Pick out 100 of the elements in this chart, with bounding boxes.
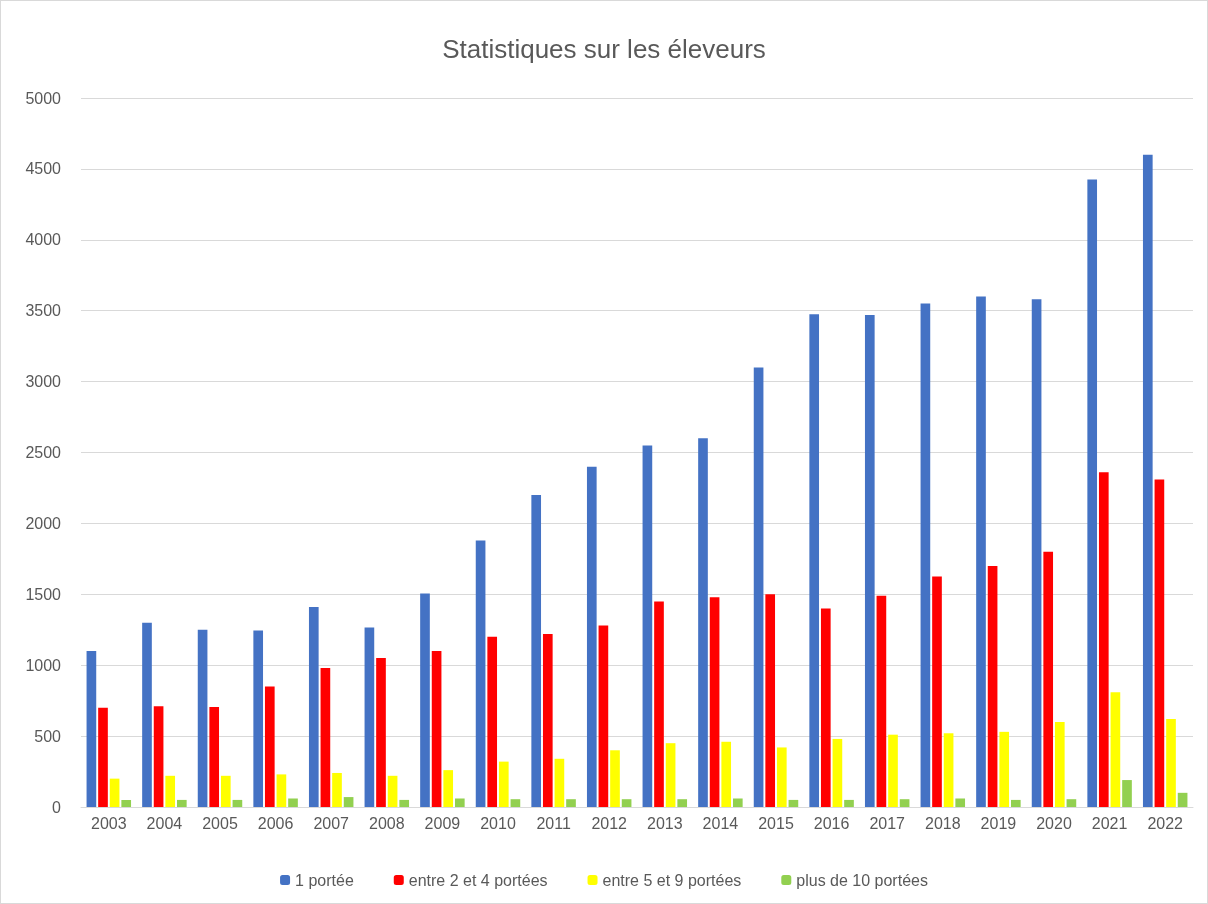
x-tick-label: 2007	[313, 814, 350, 832]
bar	[1122, 780, 1132, 807]
bar	[531, 495, 542, 807]
bar	[420, 593, 430, 807]
bar	[698, 438, 708, 807]
y-tick-label: 5000	[25, 89, 62, 107]
bar	[220, 775, 231, 807]
legend-label: entre 2 et 4 portées	[408, 871, 548, 889]
bar	[176, 799, 187, 807]
bar	[443, 770, 454, 807]
y-tick-label: 500	[34, 727, 62, 745]
bar	[288, 798, 298, 807]
bar	[308, 607, 319, 807]
bar	[709, 597, 720, 807]
bar	[454, 798, 465, 807]
x-tick-label: 2019	[980, 814, 1017, 832]
bar	[586, 466, 597, 807]
x-tick-label: 2008	[369, 814, 405, 832]
x-tick-label: 2012	[591, 814, 628, 832]
y-tick-label: 4000	[25, 231, 62, 249]
x-tick-label: 2006	[257, 814, 294, 832]
bar	[1177, 792, 1188, 807]
bar	[475, 540, 486, 807]
bar	[1098, 472, 1109, 807]
x-tick-label: 2009	[424, 814, 461, 832]
x-tick-label: 2010	[480, 814, 516, 832]
bar	[987, 565, 998, 807]
bar	[209, 707, 220, 807]
bar	[542, 634, 553, 807]
bar	[121, 799, 132, 807]
bar	[1066, 799, 1077, 807]
bar	[364, 627, 375, 807]
bar	[721, 741, 732, 807]
chart-title: Statistiques sur les éleveurs	[442, 34, 766, 64]
bar	[142, 622, 152, 807]
bar	[598, 625, 609, 807]
bar	[610, 750, 620, 807]
bar	[320, 668, 331, 807]
bar	[753, 367, 764, 807]
legend-label: entre 5 et 9 portées	[602, 871, 742, 889]
bar	[387, 775, 398, 807]
bar	[999, 731, 1010, 807]
bar	[276, 774, 287, 807]
bar	[621, 799, 632, 807]
bar	[976, 296, 986, 807]
bar	[1154, 479, 1165, 807]
bar	[197, 629, 208, 807]
y-tick-label: 2500	[25, 444, 62, 461]
x-tick-label: 2015	[758, 814, 794, 832]
bar	[920, 303, 931, 807]
bar	[1110, 692, 1121, 807]
bar	[1087, 179, 1098, 807]
y-tick-label: 4500	[25, 160, 62, 178]
bar	[832, 738, 843, 807]
bar	[732, 798, 743, 807]
bar	[554, 758, 565, 807]
bar	[642, 445, 653, 807]
bar	[1043, 551, 1054, 807]
bar	[820, 608, 831, 807]
x-tick-label: 2021	[1091, 814, 1128, 832]
bar	[899, 799, 910, 807]
bar	[487, 636, 498, 807]
bar	[876, 595, 887, 807]
bar	[1031, 299, 1042, 807]
bar	[765, 594, 776, 807]
bar	[498, 761, 509, 807]
legend-label: plus de 10 portées	[796, 871, 928, 889]
y-tick-label: 3500	[25, 302, 62, 320]
x-tick-label: 2020	[1036, 814, 1072, 832]
bar	[864, 314, 875, 807]
x-tick-label: 2018	[925, 814, 961, 832]
bar	[376, 658, 386, 807]
bar	[264, 686, 275, 807]
legend-label: 1 portée	[295, 871, 354, 889]
bar	[109, 778, 120, 807]
bar	[809, 314, 820, 807]
bar	[665, 743, 676, 807]
x-tick-label: 2016	[813, 814, 850, 832]
bar	[86, 651, 97, 807]
bar	[844, 799, 854, 807]
y-tick-label: 3000	[25, 373, 62, 391]
bar	[776, 747, 787, 807]
y-tick-label: 1500	[25, 585, 62, 603]
bar	[253, 630, 264, 807]
y-tick-label: 2000	[25, 514, 62, 532]
bar	[566, 799, 576, 807]
x-tick-label: 2005	[202, 814, 238, 832]
bar	[654, 601, 664, 807]
bar	[332, 772, 342, 807]
x-tick-label: 2022	[1147, 814, 1184, 832]
bar	[943, 733, 954, 807]
x-tick-label: 2017	[869, 814, 906, 832]
bar	[510, 799, 521, 807]
bar	[1166, 719, 1176, 807]
bar	[1142, 154, 1153, 807]
bar	[343, 797, 354, 807]
bar	[955, 798, 966, 807]
bar	[677, 799, 688, 807]
bar	[431, 651, 442, 807]
bar	[932, 576, 942, 807]
